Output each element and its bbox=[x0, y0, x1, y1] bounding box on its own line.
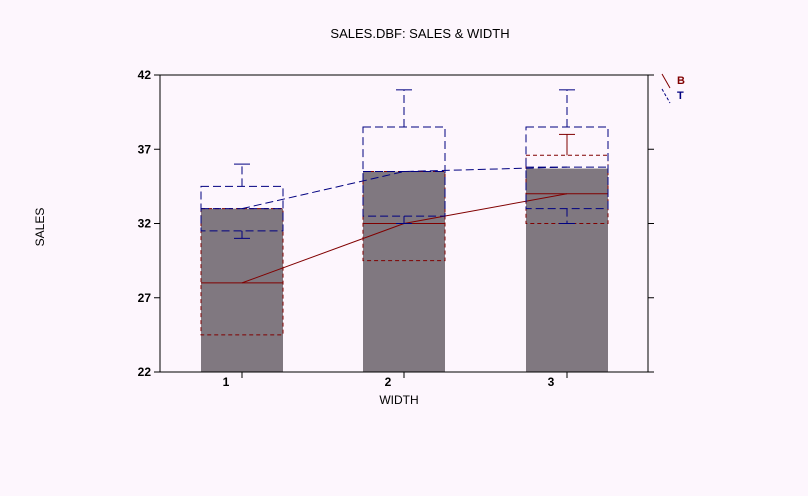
bar-3 bbox=[526, 168, 608, 372]
bar-2 bbox=[363, 171, 445, 372]
x-tick-label-1: 1 bbox=[223, 375, 230, 389]
legend-label-t: T bbox=[677, 90, 684, 102]
legend: BT bbox=[661, 73, 685, 104]
y-tick-label-42: 42 bbox=[138, 68, 152, 82]
bars-layer bbox=[201, 168, 608, 372]
y-axis-label: SALES bbox=[33, 208, 47, 247]
y-tick-label-22: 22 bbox=[138, 365, 152, 379]
y-tick-label-32: 32 bbox=[138, 217, 152, 231]
series-line-t bbox=[241, 166, 568, 210]
legend-swatch-b bbox=[661, 73, 671, 89]
legend-swatch-t bbox=[661, 88, 671, 104]
y-tick-label-37: 37 bbox=[138, 142, 152, 156]
x-tick-label-3: 3 bbox=[548, 375, 555, 389]
series-layer bbox=[200, 89, 609, 336]
x-tick-label-2: 2 bbox=[385, 375, 392, 389]
box-b-1 bbox=[200, 208, 284, 336]
ticks-layer: 22 27 32 37 42 1 2 3 bbox=[138, 68, 654, 389]
x-axis-label: WIDTH bbox=[379, 393, 418, 407]
chart-title: SALES.DBF: SALES & WIDTH bbox=[330, 26, 509, 41]
y-tick-label-27: 27 bbox=[138, 291, 152, 305]
legend-label-b: B bbox=[677, 75, 685, 87]
